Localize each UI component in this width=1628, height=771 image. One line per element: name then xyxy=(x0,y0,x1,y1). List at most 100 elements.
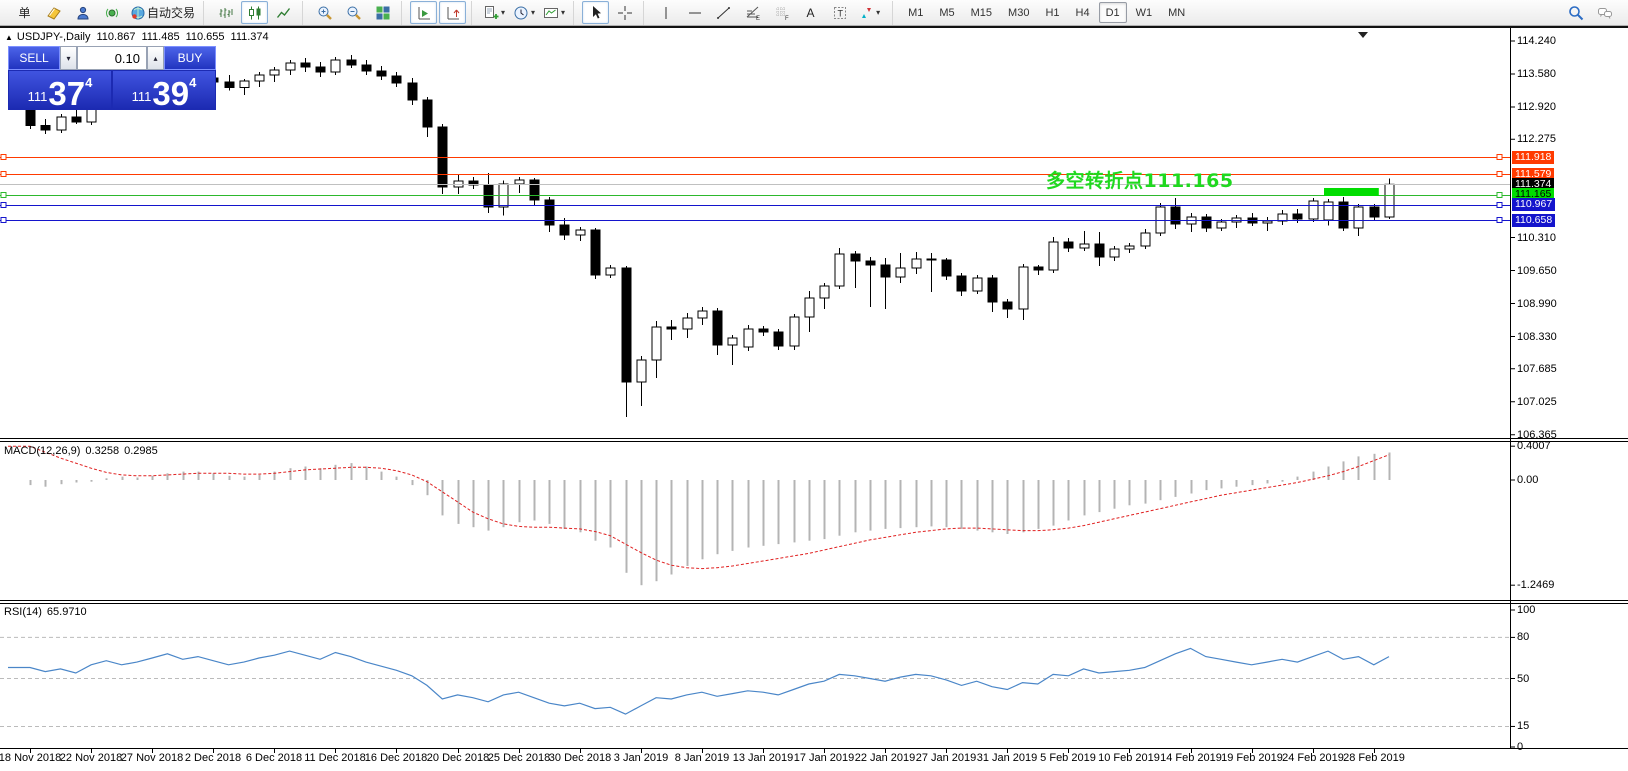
buy-price-button[interactable]: 111 39 4 xyxy=(113,71,215,110)
fibo-icon: E xyxy=(745,5,761,21)
date-label: 20 Dec 2018 xyxy=(426,752,490,764)
candlestick-chart-button[interactable] xyxy=(241,1,269,24)
chat-button[interactable] xyxy=(1591,1,1618,24)
date-label: 10 Feb 2019 xyxy=(1098,752,1160,764)
market-watch-button[interactable] xyxy=(40,1,67,24)
timeframe-d1[interactable]: D1 xyxy=(1098,2,1127,23)
rsi-tick: 15 xyxy=(1517,720,1530,733)
bull-candle xyxy=(605,267,616,276)
timeframe-m1[interactable]: M1 xyxy=(908,6,924,19)
line-handle[interactable] xyxy=(0,202,7,208)
line-handle[interactable] xyxy=(0,217,7,223)
line-handle[interactable] xyxy=(0,171,7,177)
collapse-arrow-icon[interactable]: ▲ xyxy=(5,33,13,42)
bull-candle xyxy=(972,277,983,292)
tile-windows-button[interactable] xyxy=(369,1,396,24)
bull-candle xyxy=(269,69,280,76)
bar-chart-button[interactable] xyxy=(212,1,239,24)
buy-button[interactable]: BUY xyxy=(164,46,216,70)
bear-candle xyxy=(1094,243,1105,258)
sell-price-button[interactable]: 111 37 4 xyxy=(9,71,111,112)
bear-candle xyxy=(25,108,36,126)
chart-canvas[interactable] xyxy=(0,26,1628,771)
price-axis[interactable]: 114.240 113.580 112.920 112.275 110.310 109.6… xyxy=(1510,26,1628,753)
templates-button[interactable]: ▾ xyxy=(540,1,568,24)
bull-candle xyxy=(727,337,738,346)
cursor-button[interactable] xyxy=(582,1,610,24)
macd-value-2: 0.2985 xyxy=(124,445,158,457)
bear-candle xyxy=(758,328,769,333)
date-label: 2 Dec 2018 xyxy=(184,752,242,764)
annotation-text[interactable]: 多空转折点111.165 xyxy=(1046,170,1234,192)
search-button[interactable] xyxy=(1562,1,1589,24)
zoom-in-button[interactable] xyxy=(311,1,338,24)
data-window-button[interactable] xyxy=(69,1,96,24)
line-handle[interactable] xyxy=(1496,217,1503,223)
timeframe-h4[interactable]: H4 xyxy=(1075,6,1090,19)
ohlc-high: 111.485 xyxy=(141,31,180,43)
zoom-out-button[interactable] xyxy=(340,1,367,24)
trendline-button[interactable] xyxy=(710,1,737,24)
line-handle[interactable] xyxy=(1496,154,1503,160)
periods-button[interactable]: ▾ xyxy=(510,1,538,24)
chart-shift-button[interactable] xyxy=(439,1,467,24)
toolbar-right xyxy=(1561,1,1625,24)
dropdown-caret-icon: ▾ xyxy=(561,8,566,17)
bull-candle xyxy=(1109,248,1120,258)
text-label-button[interactable]: T xyxy=(826,1,853,24)
bull-candle xyxy=(1384,183,1395,218)
symbol-period: USDJPY-,Daily xyxy=(16,31,91,43)
timeframe-m30[interactable]: M30 xyxy=(1008,6,1030,19)
sell-button[interactable]: SELL xyxy=(8,46,60,70)
sell-price-main: 37 xyxy=(48,75,86,112)
horizontal-line-button[interactable] xyxy=(681,1,708,24)
line-handle[interactable] xyxy=(0,154,7,160)
line-handle[interactable] xyxy=(1496,202,1503,208)
svg-text:F: F xyxy=(785,16,789,21)
highlight-zone[interactable] xyxy=(1324,188,1379,196)
book-icon xyxy=(46,5,62,21)
chart-shift-marker-icon[interactable] xyxy=(1358,32,1368,38)
bear-candle xyxy=(865,260,876,266)
crosshair-button[interactable] xyxy=(611,1,638,24)
auto-scroll-button[interactable] xyxy=(410,1,438,24)
timeframe-w1[interactable]: W1 xyxy=(1135,6,1153,19)
symbol-header: ▲ USDJPY-,Daily 110.867 111.485 110.655 111.3… xyxy=(5,31,275,43)
indicators-button[interactable]: ▾ xyxy=(480,1,508,24)
date-label: 13 Jan 2019 xyxy=(732,752,794,764)
strategy-tester-button[interactable] xyxy=(98,1,125,24)
timeframe-m5[interactable]: M5 xyxy=(939,6,955,19)
timeframe-h1[interactable]: H1 xyxy=(1045,6,1060,19)
volume-input[interactable] xyxy=(77,46,147,70)
timeframe-m15[interactable]: M15 xyxy=(970,6,993,19)
chart-window: ▲ USDJPY-,Daily 110.867 111.485 110.655 111.3… xyxy=(0,26,1628,771)
new-order-button[interactable]: 单 xyxy=(11,1,38,24)
line-chart-button[interactable] xyxy=(270,1,297,24)
fibonacci-button[interactable]: E xyxy=(739,1,766,24)
date-label: 27 Nov 2018 xyxy=(120,752,184,764)
bear-candle xyxy=(1292,213,1303,220)
grid-button[interactable]: F xyxy=(768,1,795,24)
gridf-icon: F xyxy=(774,5,790,21)
timeframe-mn[interactable]: MN xyxy=(1168,6,1186,19)
time-axis[interactable]: 18 Nov 2018 22 Nov 2018 27 Nov 2018 2 Dec 2… xyxy=(0,748,1628,771)
price-badge: 111.918 xyxy=(1512,150,1555,164)
rsi-label: RSI(14) 65.9710 xyxy=(4,606,92,618)
date-label: 17 Jan 2019 xyxy=(793,752,855,764)
macd-tick: 0.00 xyxy=(1517,474,1539,486)
arrows-button[interactable]: ▾ xyxy=(855,1,883,24)
date-label: 24 Feb 2019 xyxy=(1282,752,1344,764)
bear-candle xyxy=(941,259,952,277)
autotrading-button[interactable]: 自动交易 xyxy=(127,1,198,24)
price-tick: 110.310 xyxy=(1517,231,1556,244)
rsi-tick: 50 xyxy=(1517,672,1530,685)
bear-candle xyxy=(529,179,540,201)
line-handle[interactable] xyxy=(0,192,7,198)
vertical-line-button[interactable] xyxy=(652,1,679,24)
text-button[interactable]: A xyxy=(797,1,824,24)
volume-down-button[interactable]: ▾ xyxy=(60,46,77,70)
line-handle[interactable] xyxy=(1496,171,1503,177)
volume-up-button[interactable]: ▴ xyxy=(147,46,164,70)
line-handle[interactable] xyxy=(1496,192,1503,198)
docplus-icon xyxy=(483,5,499,21)
